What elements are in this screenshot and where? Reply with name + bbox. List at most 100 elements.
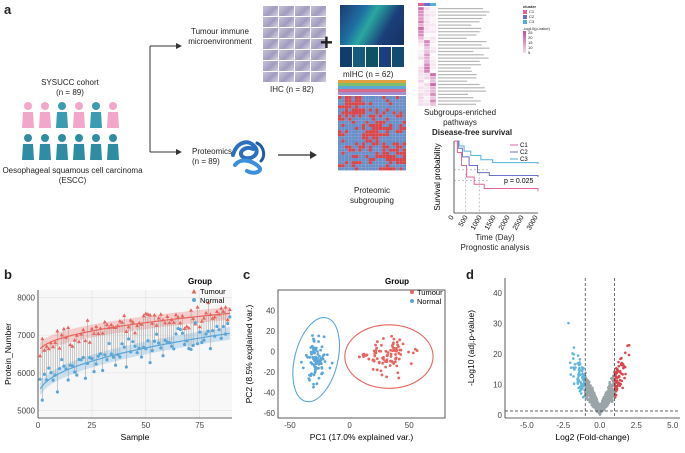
heatmap-cell: [402, 145, 406, 149]
heatmap-cell: [389, 161, 393, 165]
heatmap-cell: [344, 114, 349, 118]
heatmap-cell: [372, 161, 376, 165]
tumour-point: [176, 315, 181, 319]
heatmap-cell: [385, 154, 389, 158]
normal-point: [330, 361, 334, 365]
heatmap-cell: [348, 120, 352, 124]
heatmap-cell: [361, 108, 366, 112]
heatmap-cell: [372, 136, 376, 140]
pathway-row-label: [438, 17, 483, 20]
heatmap-cell: [395, 127, 400, 131]
volcano-point: [578, 362, 582, 366]
heatmap-cell: [365, 164, 369, 168]
volcano-point: [577, 386, 580, 390]
heatmap-cell: [341, 133, 345, 137]
heatmap-cell: [385, 142, 389, 146]
tumour-point: [171, 320, 176, 324]
tumour-point: [371, 367, 375, 371]
normal-point: [320, 371, 324, 375]
y-tick-label: -60: [263, 409, 275, 418]
heatmap-cell: [341, 142, 345, 146]
pathway-cell: [418, 20, 424, 24]
volcano-point: [579, 392, 583, 395]
heatmap-cell: [344, 161, 349, 165]
volcano-point: [576, 354, 580, 357]
volcano-point: [588, 394, 591, 397]
volcano-point: [585, 390, 589, 394]
person-body-icon: [90, 144, 102, 160]
normal-point: [317, 340, 320, 343]
tumour-point: [210, 316, 215, 320]
tumour-point: [375, 368, 379, 372]
normal-point: [159, 346, 163, 350]
normal-point: [317, 334, 321, 338]
heatmap-cell: [361, 154, 366, 158]
pathway-cell: [424, 36, 430, 40]
heat-cluster-legend: C1 C2 C3: [523, 9, 534, 24]
heatmap-cell: [351, 96, 355, 100]
normal-point: [204, 332, 208, 336]
heatmap-cell: [375, 158, 379, 162]
pathway-cell: [430, 59, 436, 64]
pathway-cell: [424, 56, 430, 60]
tumour-point: [167, 320, 172, 325]
pathway-cell: [430, 16, 436, 21]
normal-point: [135, 351, 139, 355]
ihc-tile: [279, 6, 294, 16]
heatmap-cell: [351, 130, 355, 134]
pca-scatter: -50 0 50 -60 -40 -20 0 20 40 PC1 (17.0% explained…: [244, 277, 446, 442]
tumour-point: [379, 369, 383, 373]
normal-point: [310, 372, 313, 376]
normal-point: [195, 342, 200, 346]
survival-legend-label: C1: [520, 143, 528, 149]
heatmap-cell: [399, 120, 403, 124]
heatmap-cell: [399, 136, 403, 140]
volcano-point: [589, 392, 592, 395]
heatmap-cell: [375, 123, 379, 127]
normal-point: [60, 357, 64, 362]
heatmap-cell: [338, 161, 342, 165]
heatmap-cell: [385, 130, 389, 134]
heatmap-cell: [351, 154, 355, 158]
heatmap-cell: [341, 164, 345, 168]
pathway-cell: [424, 73, 430, 77]
normal-point: [319, 358, 323, 362]
volcano-point: [582, 373, 586, 377]
heatmap-cell: [372, 151, 376, 155]
scale-tick-label: 25: [528, 30, 533, 35]
normal-point: [316, 352, 320, 356]
pathway-row-label: [438, 60, 480, 62]
tumour-point: [89, 326, 94, 331]
heatmap-cell: [338, 111, 342, 115]
volcano-point: [593, 404, 596, 408]
heatmap-cell: [392, 136, 396, 140]
person-head-icon: [41, 102, 49, 110]
normal-point: [217, 328, 221, 332]
ihc-tile: [295, 39, 310, 49]
volcano-point: [573, 363, 577, 366]
x-tick-label: 0: [347, 421, 352, 430]
heatmap-cell: [382, 127, 386, 131]
pathway-cell: [424, 10, 430, 14]
pathway-cell: [418, 76, 424, 80]
pathway-cell: [424, 43, 430, 47]
heatmap-cell: [368, 167, 372, 171]
tumour-point: [409, 362, 413, 366]
survival-legend-label: C2: [520, 150, 528, 156]
legend-label: C2: [529, 14, 535, 19]
heatmap-cell: [338, 154, 342, 158]
heatmap-cell: [368, 120, 372, 124]
tumour-point: [124, 329, 129, 333]
heatmap-cell: [338, 114, 342, 118]
volcano-point: [571, 352, 574, 355]
normal-point: [312, 357, 315, 361]
heatmap-cell: [348, 142, 352, 146]
heatmap-cell: [351, 108, 355, 112]
tumour-point: [133, 330, 137, 335]
normal-point: [131, 340, 135, 344]
ihc-tile: [279, 61, 294, 71]
pathway-row-label: [438, 93, 469, 95]
heatmap-cell: [351, 142, 355, 146]
heatmap-cell: [382, 145, 386, 149]
tumour-point: [70, 344, 75, 348]
